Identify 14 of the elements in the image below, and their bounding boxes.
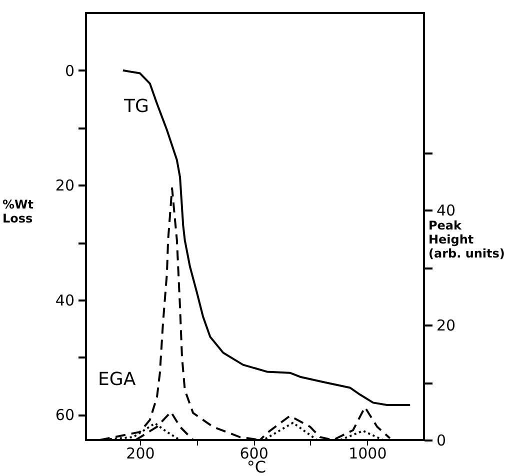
y2-axis-title: Peak Height (arb. units) <box>428 218 505 260</box>
x-tick-label: 200 <box>126 444 155 462</box>
y-tick-label: 20 <box>55 176 74 195</box>
annotation: EGA <box>98 369 136 390</box>
y-tick-label: 60 <box>55 406 74 424</box>
y2-tick-label: 0 <box>436 432 446 450</box>
y-tick-label: 40 <box>55 291 74 310</box>
y-tick-label: 0 <box>64 62 74 80</box>
y-axis-title: %Wt Loss <box>2 198 34 226</box>
y2-tick-label: 40 <box>436 202 456 220</box>
x-tick-label: 1000 <box>348 444 387 462</box>
y2-tick-label: 20 <box>436 316 456 335</box>
x-axis-title: °C <box>246 458 266 476</box>
annotation: TG <box>123 96 149 117</box>
